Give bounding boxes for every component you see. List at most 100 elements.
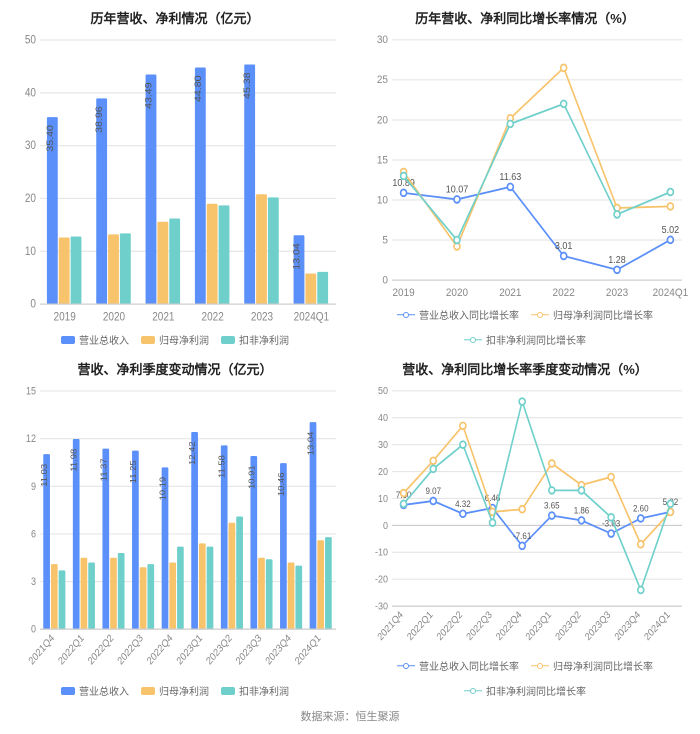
bar-chart: 0369121511.0311.9811.3711.2510.1912.4211… [8, 384, 342, 681]
svg-text:20: 20 [378, 466, 388, 478]
svg-text:9.07: 9.07 [425, 486, 441, 497]
legend-item: 归母净利润同比增长率 [531, 307, 653, 322]
line-chart: 05101520253010.8910.0711.633.011.285.022… [358, 33, 692, 305]
legend: 营业总收入 归母净利润扣非净利润 [8, 683, 342, 698]
line-chart: -30-20-10010203040507.609.074.326.46-7.6… [358, 384, 692, 656]
series-marker [549, 487, 555, 494]
series-marker [490, 519, 496, 526]
legend-swatch [464, 686, 482, 696]
series-marker [578, 517, 584, 524]
svg-text:10: 10 [25, 245, 36, 258]
bar [207, 204, 218, 304]
legend-label: 营业总收入同比增长率 [419, 658, 519, 673]
legend-item: 营业总收入 [61, 683, 129, 698]
svg-text:11.25: 11.25 [129, 460, 138, 483]
series-marker [401, 500, 407, 507]
legend-label: 归母净利润同比增长率 [553, 658, 653, 673]
series-marker [638, 515, 644, 522]
legend-label: 归母净利润同比增长率 [553, 307, 653, 322]
legend-swatch [61, 336, 75, 344]
svg-text:2023: 2023 [251, 311, 273, 324]
svg-text:25: 25 [377, 74, 388, 87]
svg-text:2020: 2020 [446, 286, 468, 299]
series-marker [608, 514, 614, 521]
series-marker [549, 512, 555, 519]
bar [229, 523, 236, 629]
legend: 营业总收入同比增长率 归母净利润同比增长率扣非净利润同比增长率 [358, 307, 692, 347]
chart-area: 05101520253010.8910.0711.633.011.285.022… [358, 33, 692, 305]
svg-text:2022Q4: 2022Q4 [145, 632, 175, 667]
series-marker [667, 236, 673, 243]
svg-text:45.38: 45.38 [243, 72, 253, 99]
series-marker [507, 120, 513, 127]
legend-item: 营业总收入 [61, 332, 129, 347]
svg-text:2022Q4: 2022Q4 [494, 609, 524, 643]
panel-title: 历年营收、净利同比增长率情况（%） [358, 8, 692, 27]
legend-item: 扣非净利润 [221, 683, 289, 698]
svg-text:3: 3 [31, 576, 36, 588]
chart-grid: 历年营收、净利情况（亿元） 0102030405035.4038.9643.49… [0, 0, 700, 702]
svg-text:15: 15 [26, 386, 36, 398]
svg-text:3.01: 3.01 [555, 241, 573, 253]
bar [108, 234, 119, 304]
series-marker [667, 500, 673, 507]
svg-text:11.98: 11.98 [69, 449, 78, 472]
bar [195, 68, 206, 305]
chart-area: -30-20-10010203040507.609.074.326.46-7.6… [358, 384, 692, 656]
series-marker [549, 460, 555, 467]
legend-label: 归母净利润 [159, 332, 209, 347]
legend-label: 归母净利润 [159, 683, 209, 698]
svg-text:2023Q1: 2023Q1 [524, 609, 554, 643]
svg-text:10.46: 10.46 [277, 472, 286, 496]
series-marker [460, 422, 466, 429]
legend-label: 扣非净利润 [239, 332, 289, 347]
bar [120, 233, 131, 304]
svg-text:2023Q2: 2023Q2 [205, 632, 235, 667]
series-marker [667, 189, 673, 196]
legend-label: 扣非净利润同比增长率 [486, 332, 586, 347]
svg-text:2019: 2019 [392, 286, 414, 299]
svg-text:50: 50 [25, 34, 36, 47]
series-marker [519, 506, 525, 513]
legend-item: 扣非净利润同比增长率 [464, 332, 586, 347]
svg-text:2023Q4: 2023Q4 [264, 632, 294, 667]
bar [317, 272, 328, 304]
series-marker [638, 587, 644, 594]
svg-text:2019: 2019 [54, 311, 76, 324]
legend-item: 营业总收入同比增长率 [397, 658, 519, 673]
legend-swatch [531, 661, 549, 671]
bar [236, 516, 243, 629]
chart-area: 0369121511.0311.9811.3711.2510.1912.4211… [8, 384, 342, 681]
bar [88, 562, 95, 629]
legend-item: 归母净利润 [141, 332, 209, 347]
bar [169, 562, 176, 629]
bar [256, 194, 267, 304]
series-marker [608, 530, 614, 537]
svg-text:5: 5 [382, 234, 388, 247]
panel-title: 历年营收、净利情况（亿元） [8, 8, 342, 27]
legend-item: 归母净利润 [141, 683, 209, 698]
svg-text:1.28: 1.28 [608, 255, 626, 267]
legend-swatch [397, 310, 415, 320]
svg-text:9: 9 [31, 481, 36, 493]
svg-text:40: 40 [25, 87, 36, 100]
panel-title: 营收、净利季度变动情况（亿元） [8, 359, 342, 378]
svg-text:2022: 2022 [553, 286, 575, 299]
legend-label: 营业总收入同比增长率 [419, 307, 519, 322]
bar [169, 219, 180, 305]
svg-text:2021: 2021 [499, 286, 521, 299]
svg-text:40: 40 [378, 413, 388, 425]
svg-text:2024Q1: 2024Q1 [653, 286, 689, 299]
svg-text:6: 6 [31, 529, 36, 541]
bar [325, 537, 332, 629]
series-marker [614, 266, 620, 273]
legend-swatch [221, 687, 235, 695]
svg-text:11.03: 11.03 [40, 464, 49, 487]
svg-text:10: 10 [377, 194, 388, 207]
svg-text:13.04: 13.04 [306, 431, 315, 455]
legend-swatch [397, 661, 415, 671]
svg-text:10: 10 [378, 493, 388, 505]
panel-bottom-left: 营收、净利季度变动情况（亿元） 0369121511.0311.9811.371… [0, 351, 350, 702]
svg-text:4.32: 4.32 [455, 498, 471, 509]
legend-swatch [221, 336, 235, 344]
